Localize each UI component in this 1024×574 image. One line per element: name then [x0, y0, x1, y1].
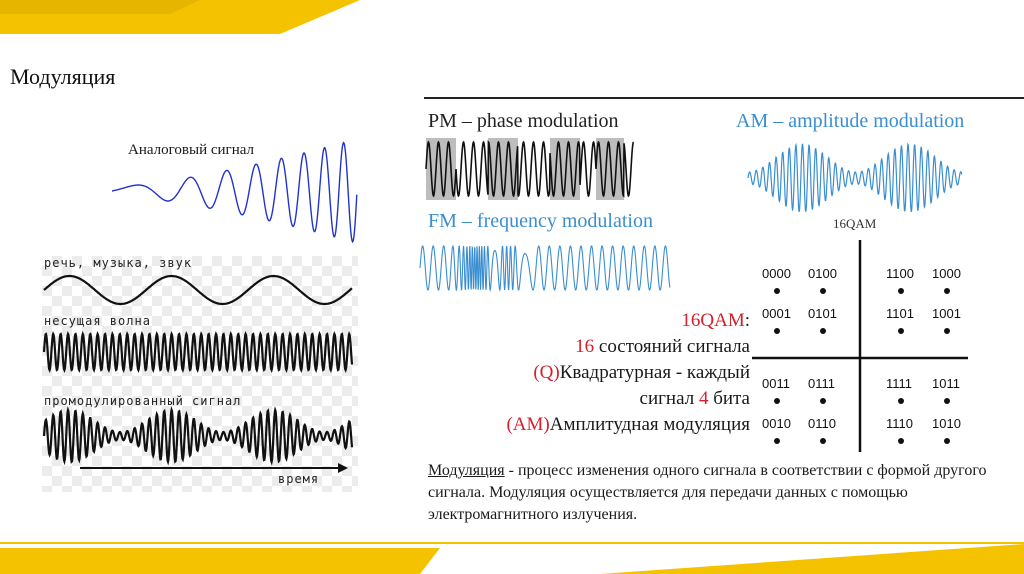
title-divider: [424, 97, 1024, 99]
qam-point-label: 1100: [886, 266, 914, 281]
qam-am-text: Амплитудная модуляция: [549, 414, 750, 435]
qam-point-dot: [774, 288, 780, 294]
qam-states-num: 16: [575, 336, 595, 357]
qam-bits-num: 4: [698, 388, 709, 409]
qam-point-label: 1010: [932, 416, 961, 431]
qam-point-label: 0111: [808, 376, 835, 391]
top-accent-shape: [0, 0, 360, 34]
qam-point-label: 1110: [886, 416, 913, 431]
qam-point-dot: [898, 328, 904, 334]
qam-bits-prefix: сигнал: [639, 388, 699, 409]
qam-point-dot: [820, 328, 826, 334]
qam-point-dot: [944, 328, 950, 334]
am-label: AM – amplitude modulation: [736, 110, 965, 132]
time-axis-arrow: [80, 463, 348, 473]
qam-desc-name: 16QAM: [681, 310, 745, 331]
qam-desc-colon: :: [744, 310, 750, 331]
qam-point-dot: [898, 398, 904, 404]
pm-wave: [425, 138, 635, 200]
qam-q-label: (Q): [533, 362, 560, 383]
am-wave: [747, 142, 963, 213]
qam-point-label: 0010: [762, 416, 791, 431]
qam-point-dot: [774, 398, 780, 404]
qam-am-label: (AM): [506, 414, 550, 435]
qam-point-dot: [820, 398, 826, 404]
qam-point-label: 0011: [762, 376, 790, 391]
qam-point-label: 1000: [932, 266, 961, 281]
qam-point-dot: [944, 438, 950, 444]
analog-signal-label: Аналоговый сигнал: [128, 142, 254, 158]
qam-point-dot: [898, 288, 904, 294]
qam-point-label: 1001: [932, 306, 961, 321]
pm-label: PM – phase modulation: [428, 110, 619, 132]
qam-description: 16QAM: 16 состояний сигнала (Q)Квадратур…: [400, 308, 750, 438]
fm-wave: [419, 244, 671, 293]
qam-point-dot: [898, 438, 904, 444]
qam-point-label: 0000: [762, 266, 791, 281]
qam-point-dot: [944, 288, 950, 294]
definition-term: Модуляция: [428, 462, 505, 479]
qam-point-label: 0100: [808, 266, 837, 281]
qam-axes: [752, 240, 968, 452]
qam-point-dot: [774, 328, 780, 334]
qam-point-dot: [820, 438, 826, 444]
modulation-definition: Модуляция - процесс изменения одного сиг…: [428, 460, 1018, 526]
definition-text: - процесс изменения одного сигнала в соо…: [428, 462, 987, 523]
bottom-accent-shape: [0, 542, 1024, 574]
qam-point-label: 0001: [762, 306, 791, 321]
qam-point-label: 1111: [886, 376, 913, 391]
qam-point-label: 0101: [808, 306, 837, 321]
qam-bits-suffix: бита: [708, 388, 750, 409]
carrier-wave: [42, 331, 354, 373]
analog-signal-wave: [111, 141, 358, 244]
carrier-label: несущая волна: [44, 314, 151, 328]
qam-point-dot: [944, 398, 950, 404]
qam-point-dot: [820, 288, 826, 294]
speech-label: речь, музыка, звук: [44, 256, 193, 270]
page-title: Модуляция: [10, 64, 116, 89]
qam-title: 16QAM: [833, 216, 877, 231]
modulated-label: промодулированный сигнал: [44, 394, 242, 408]
qam-point-label: 0110: [808, 416, 836, 431]
time-label: время: [278, 472, 320, 486]
speech-wave: [43, 274, 353, 306]
qam-point-label: 1101: [886, 306, 914, 321]
qam-q-text: Квадратурная - каждый: [559, 362, 750, 383]
qam-point-dot: [774, 438, 780, 444]
qam-states-text: состояний сигнала: [594, 336, 750, 357]
fm-label: FM – frequency modulation: [428, 210, 653, 232]
qam-point-label: 1011: [932, 376, 960, 391]
modulated-wave: [42, 406, 354, 466]
